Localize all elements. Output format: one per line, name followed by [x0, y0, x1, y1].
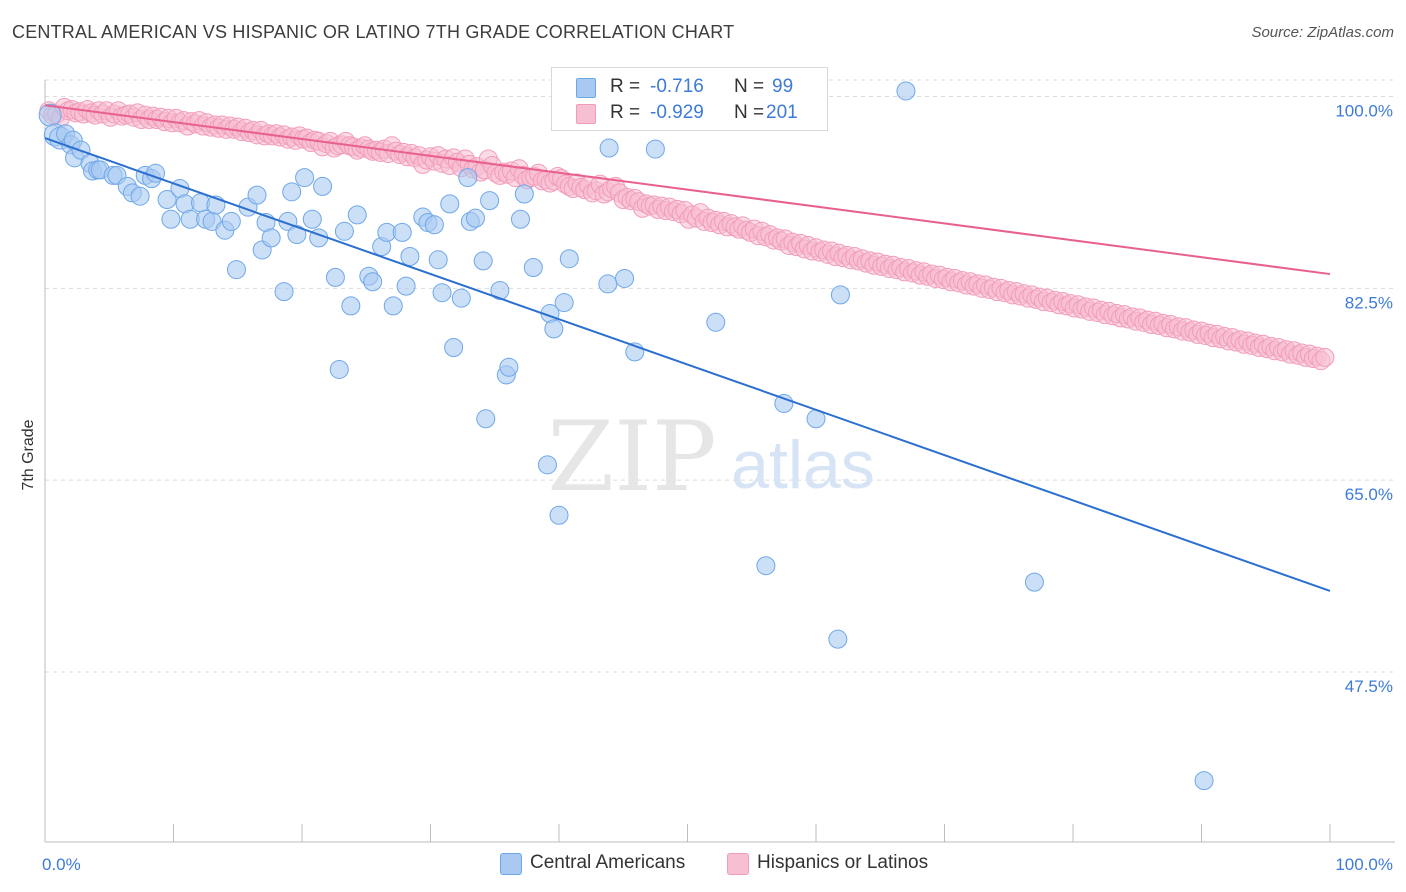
- data-point-central-americans: [424, 215, 444, 235]
- data-point-central-americans: [329, 359, 349, 379]
- series-hispanics-points: [39, 97, 1335, 371]
- data-point-central-americans: [383, 296, 403, 316]
- data-point-central-americans: [598, 274, 618, 294]
- data-point-central-americans: [347, 205, 367, 225]
- y-tick-label: 47.5%: [1345, 677, 1393, 696]
- y-tick-label: 65.0%: [1345, 485, 1393, 504]
- data-point-central-americans: [221, 211, 241, 231]
- data-point-central-americans: [458, 168, 478, 188]
- trend-line-hispanics: [44, 104, 1331, 276]
- data-point-central-americans: [282, 182, 302, 202]
- data-point-central-americans: [828, 629, 848, 649]
- data-point-central-americans: [510, 209, 530, 229]
- data-point-central-americans: [706, 312, 726, 332]
- bottom-legend-swatch-pink: [727, 853, 749, 875]
- data-point-central-americans: [302, 209, 322, 229]
- data-point-central-americans: [490, 281, 510, 301]
- legend-n-label: N =: [734, 76, 765, 97]
- data-point-central-americans: [465, 208, 485, 228]
- legend-swatch-blue: [576, 78, 596, 98]
- legend-r-label: R =: [610, 76, 641, 97]
- data-point-central-americans: [444, 338, 464, 358]
- legend-r-value: -0.716: [650, 76, 704, 97]
- watermark: ZIP atlas: [547, 401, 874, 513]
- axes: [44, 80, 1395, 843]
- data-point-central-americans: [440, 194, 460, 214]
- data-point-central-americans: [261, 228, 281, 248]
- data-point-central-americans: [396, 276, 416, 296]
- source-label: Source: ZipAtlas.com: [1251, 24, 1394, 41]
- data-point-central-americans: [473, 251, 493, 271]
- legend-n-value: 201: [766, 102, 798, 123]
- bottom-legend-swatch-blue: [500, 853, 522, 875]
- data-point-central-americans: [400, 247, 420, 267]
- data-point-central-americans: [226, 260, 246, 280]
- legend-r-value: -0.929: [650, 102, 704, 123]
- data-point-central-americans: [341, 296, 361, 316]
- data-point-central-americans: [1024, 572, 1044, 592]
- data-point-central-americans: [325, 267, 345, 287]
- data-point-central-americans: [157, 190, 177, 210]
- data-point-central-americans: [363, 272, 383, 292]
- data-point-central-americans: [774, 393, 794, 413]
- data-point-central-americans: [645, 139, 665, 159]
- data-point-central-americans: [896, 81, 916, 101]
- y-tick-label: 82.5%: [1345, 293, 1393, 312]
- y-axis-label: 7th Grade: [20, 419, 37, 490]
- data-point-central-americans: [514, 184, 534, 204]
- data-point-central-americans: [537, 455, 557, 475]
- data-point-central-americans: [313, 176, 333, 196]
- data-point-central-americans: [615, 268, 635, 288]
- chart-title: CENTRAL AMERICAN VS HISPANIC OR LATINO 7…: [12, 22, 735, 42]
- data-point-central-americans: [1194, 771, 1214, 791]
- trend-line-central-americans: [44, 137, 1331, 592]
- y-tick-label: 100.0%: [1335, 101, 1393, 120]
- data-point-central-americans: [274, 282, 294, 302]
- legend-n-value: 99: [772, 76, 794, 97]
- data-point-central-americans: [161, 209, 181, 229]
- legend-n-label: N =: [734, 102, 765, 123]
- data-point-central-americans: [428, 250, 448, 270]
- watermark-atlas: atlas: [731, 427, 875, 503]
- data-point-central-americans: [392, 222, 412, 242]
- trend-lines: [44, 104, 1331, 592]
- bottom-legend-label: Hispanics or Latinos: [757, 852, 929, 873]
- data-point-central-americans: [480, 191, 500, 211]
- data-point-central-americans: [287, 225, 307, 245]
- legend-r-label: R =: [610, 102, 641, 123]
- data-point-central-americans: [476, 409, 496, 429]
- x-tick-label: 100.0%: [1335, 855, 1393, 874]
- data-point-central-americans: [830, 285, 850, 305]
- data-point-central-americans: [247, 185, 267, 205]
- data-point-central-americans: [295, 168, 315, 188]
- data-point-central-americans: [499, 357, 519, 377]
- data-point-central-americans: [549, 505, 569, 525]
- data-point-central-americans: [451, 288, 471, 308]
- x-tick-label: 0.0%: [42, 855, 81, 874]
- series-central-americans-points: [38, 81, 1214, 791]
- watermark-zip: ZIP: [547, 401, 716, 513]
- legend-swatch-pink: [576, 104, 596, 124]
- data-point-hispanics: [1315, 347, 1335, 367]
- stats-legend: R = -0.716 N = 99 R = -0.929 N = 201: [551, 67, 828, 131]
- data-point-central-americans: [523, 257, 543, 277]
- data-point-central-americans: [554, 293, 574, 313]
- data-point-central-americans: [756, 556, 776, 576]
- data-point-central-americans: [544, 319, 564, 339]
- bottom-legend-label: Central Americans: [530, 852, 686, 873]
- tick-labels: 47.5% 65.0% 82.5% 100.0% 0.0% 100.0%: [42, 101, 1393, 874]
- data-point-central-americans: [334, 221, 354, 241]
- data-point-central-americans: [130, 186, 150, 206]
- data-point-central-americans: [559, 249, 579, 269]
- data-point-central-americans: [432, 283, 452, 303]
- data-point-central-americans: [599, 138, 619, 158]
